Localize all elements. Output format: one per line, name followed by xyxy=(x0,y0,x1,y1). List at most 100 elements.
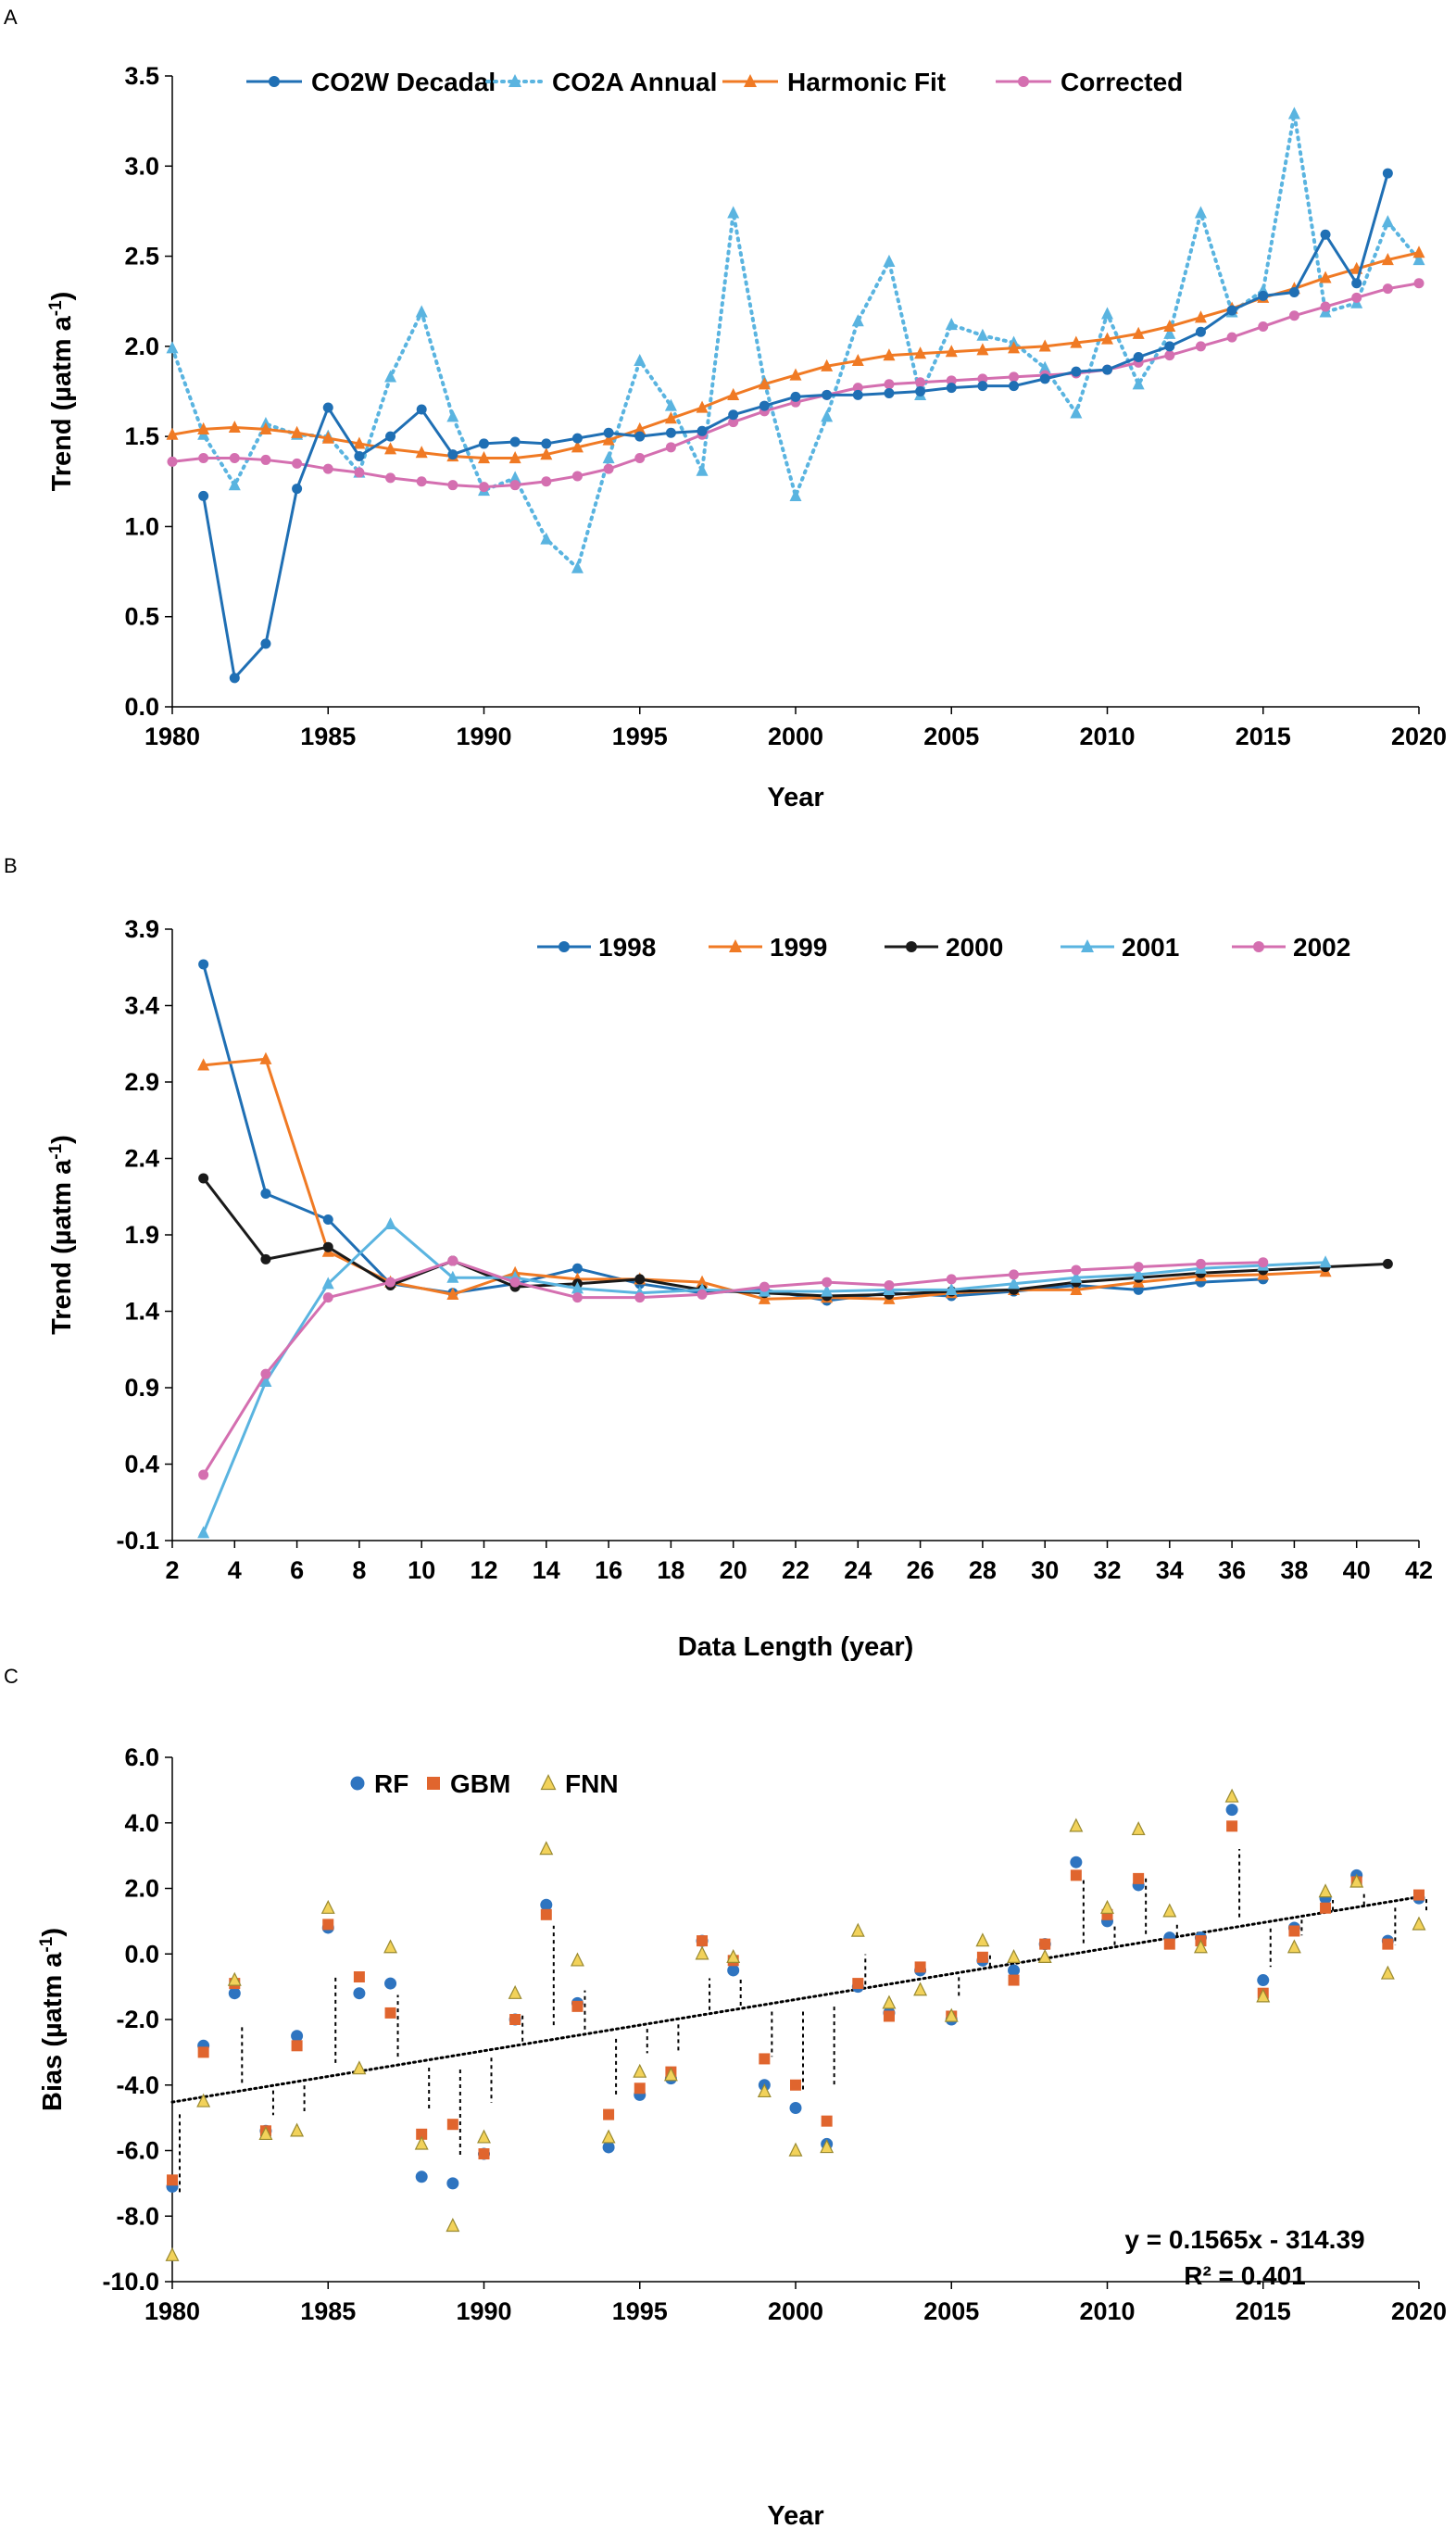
data-point-co2w-decadal xyxy=(260,638,271,649)
data-point-rf xyxy=(727,1964,740,1977)
data-point-harmonic-fit xyxy=(851,353,864,367)
series-2002 xyxy=(198,1255,1269,1480)
data-point-gbm xyxy=(759,2053,771,2065)
data-point-1999 xyxy=(696,1275,709,1288)
data-point-2002 xyxy=(1195,1258,1206,1269)
data-point-fnn xyxy=(258,2125,273,2141)
data-point-co2w-decadal xyxy=(1009,381,1020,392)
data-point-co2w-decadal xyxy=(1351,278,1362,289)
data-point-gbm xyxy=(852,1978,864,1990)
x-axis-title: Year xyxy=(767,783,823,812)
data-point-fnn xyxy=(633,2063,647,2078)
y-tick-label: -6.0 xyxy=(116,2137,159,2165)
data-point-gbm xyxy=(416,2128,428,2140)
data-point-harmonic-fit xyxy=(384,442,397,455)
data-point-1998 xyxy=(571,1263,583,1274)
data-point-co2w-decadal xyxy=(1382,168,1393,179)
data-point-harmonic-fit xyxy=(291,425,304,438)
legend-label-fnn: FNN xyxy=(565,1769,619,1798)
data-point-2000 xyxy=(322,1241,333,1252)
data-point-fnn xyxy=(414,2135,429,2150)
data-point-fnn xyxy=(1162,1903,1177,1918)
data-point-fnn xyxy=(1007,1948,1022,1963)
legend-label-harmonic-fit: Harmonic Fit xyxy=(787,68,946,96)
y-tick-label: 1.4 xyxy=(124,1298,159,1326)
data-point-1998 xyxy=(322,1214,333,1225)
x-tick-label: 18 xyxy=(657,1556,684,1584)
data-point-fnn xyxy=(383,1939,398,1954)
data-point-harmonic-fit xyxy=(540,447,553,460)
data-point-harmonic-fit xyxy=(478,451,490,464)
data-point-co2w-decadal xyxy=(884,387,895,398)
data-point-corrected xyxy=(416,476,427,487)
y-axis-title: Trend (µatm a-1) xyxy=(46,292,77,492)
data-point-harmonic-fit xyxy=(166,427,179,440)
panel-a: 0.0 0.5 1.0 1.5 2.0 2.5 3.0 3.5 1980 1985 1990 1995… xyxy=(4,6,1447,812)
data-point-rf xyxy=(446,2177,459,2190)
data-point-corrected xyxy=(946,375,957,386)
y-axis-title-end: ) xyxy=(47,292,77,301)
panel-letter: C xyxy=(4,1665,19,1688)
data-point-harmonic-fit xyxy=(914,346,927,359)
data-point-corrected xyxy=(509,480,521,491)
data-point-2002 xyxy=(634,1292,646,1303)
x-tick-label: 34 xyxy=(1156,1556,1184,1584)
x-tick-label: 32 xyxy=(1093,1556,1121,1584)
y-tick-label: 1.0 xyxy=(124,512,159,540)
data-point-co2a-annual xyxy=(602,451,615,464)
x-tick-label: 24 xyxy=(844,1556,872,1584)
data-point-corrected xyxy=(1413,278,1425,289)
data-point-co2a-annual xyxy=(166,341,179,354)
data-point-co2w-decadal xyxy=(1164,341,1175,352)
legend-marker-co2w-decadal xyxy=(269,76,280,87)
data-point-fnn xyxy=(1287,1939,1301,1954)
data-point-gbm xyxy=(603,2108,615,2120)
data-point-2002 xyxy=(697,1289,708,1300)
x-tick-label: 38 xyxy=(1280,1556,1308,1584)
data-point-2001 xyxy=(821,1284,834,1297)
data-point-2000 xyxy=(260,1253,271,1264)
data-point-fnn xyxy=(227,1971,242,1986)
data-point-co2w-decadal xyxy=(1288,286,1299,297)
panel-letter: B xyxy=(4,854,18,877)
data-point-co2a-annual xyxy=(1287,107,1300,120)
data-point-harmonic-fit xyxy=(228,420,241,434)
data-point-corrected xyxy=(915,377,926,388)
x-tick-label: 42 xyxy=(1405,1556,1433,1584)
y-tick-label: 0.0 xyxy=(124,1940,159,1968)
data-point-fnn xyxy=(601,2129,616,2144)
data-point-co2a-annual xyxy=(571,560,584,573)
data-point-co2a-annual xyxy=(1381,215,1394,228)
y-tick-label: -10.0 xyxy=(102,2268,159,2296)
data-point-gbm xyxy=(167,2174,178,2186)
data-point-fnn xyxy=(975,1932,990,1947)
x-tick-label: 2000 xyxy=(768,2297,823,2325)
data-point-2001 xyxy=(259,1374,272,1388)
x-tick-label: 36 xyxy=(1218,1556,1246,1584)
data-point-corrected xyxy=(1320,301,1331,312)
panel-letter: A xyxy=(4,6,18,29)
data-point-gbm xyxy=(790,2079,801,2091)
data-point-corrected xyxy=(665,442,676,453)
data-point-harmonic-fit xyxy=(353,436,366,449)
x-tick-label: 2005 xyxy=(923,723,979,750)
data-point-rf xyxy=(1070,1856,1083,1868)
data-point-harmonic-fit xyxy=(1008,341,1021,354)
data-point-co2w-decadal xyxy=(822,389,833,400)
data-point-rf xyxy=(789,2102,802,2115)
x-tick-label: 1990 xyxy=(456,723,511,750)
data-point-fnn xyxy=(757,2083,772,2098)
legend-label-2002: 2002 xyxy=(1293,933,1350,962)
data-point-2002 xyxy=(1258,1257,1269,1268)
data-point-co2w-decadal xyxy=(1258,290,1269,301)
data-point-co2w-decadal xyxy=(634,431,646,442)
data-point-2001 xyxy=(1319,1255,1332,1268)
data-point-corrected xyxy=(479,482,489,493)
legend-b: 1998 1999 2000 2001 2002 xyxy=(537,933,1350,962)
data-point-gbm xyxy=(1288,1925,1300,1937)
data-point-co2w-decadal xyxy=(915,386,926,396)
data-point-gbm xyxy=(634,2082,646,2095)
data-point-co2a-annual xyxy=(415,305,428,318)
x-tick-label: 6 xyxy=(290,1556,304,1584)
data-point-fnn xyxy=(508,1984,522,1999)
